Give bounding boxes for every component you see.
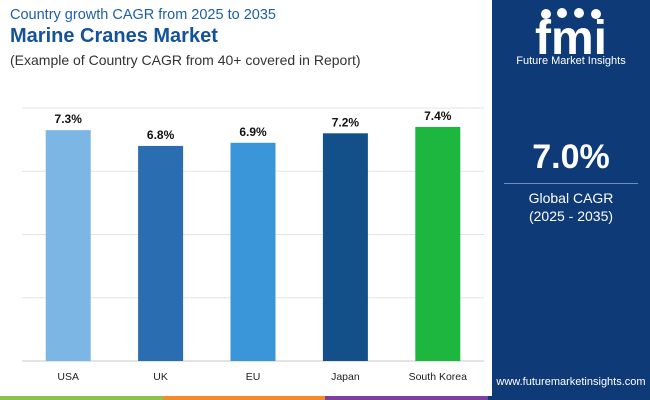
bar-chart: 7.3% USA 6.8% UK 6.9% EU 7.2% Japan 7.4% South Ko…	[22, 107, 484, 383]
strip-segment	[325, 396, 488, 400]
global-cagr-label: Global CAGR	[528, 190, 614, 206]
strip-segment	[0, 396, 163, 400]
side-panel: fmi Future Market Insights 7.0% Global C…	[492, 0, 650, 400]
kpi-divider	[504, 183, 638, 184]
fmi-logo-icon: fmi	[535, 8, 607, 65]
strip-segment	[487, 396, 650, 400]
bar-uk	[138, 145, 184, 361]
global-cagr-value: 7.0%	[532, 138, 610, 176]
global-cagr-period: (2025 - 2035)	[528, 208, 614, 224]
bottom-color-strip	[0, 396, 650, 400]
bar-value-label: 7.2%	[332, 115, 360, 129]
x-tick-label: USA	[57, 371, 79, 383]
x-tick-label: South Korea	[409, 371, 468, 383]
chart-title: Marine Cranes Market	[10, 25, 218, 47]
x-tick-label: EU	[246, 371, 261, 383]
logo-caption: Future Market Insights	[516, 55, 626, 67]
logo-text: fmi	[535, 12, 607, 65]
bar-value-label: 7.3%	[55, 112, 83, 126]
bar-value-label: 6.8%	[147, 128, 175, 142]
strip-segment	[162, 396, 325, 400]
website-link[interactable]: www.futuremarketinsights.com	[496, 376, 646, 388]
chart-subtitle: Country growth CAGR from 2025 to 2035	[10, 7, 276, 23]
chart-note: (Example of Country CAGR from 40+ covere…	[10, 52, 361, 68]
x-tick-label: Japan	[331, 371, 360, 383]
x-tick-label: UK	[153, 371, 168, 383]
bar-south-korea	[415, 126, 461, 361]
bar-value-label: 6.9%	[239, 125, 267, 139]
bar-usa	[45, 130, 91, 361]
bar-value-label: 7.4%	[424, 109, 452, 123]
bar-japan	[322, 133, 368, 361]
chart-header: Country growth CAGR from 2025 to 2035 Ma…	[10, 6, 490, 70]
bar-eu	[230, 142, 276, 361]
